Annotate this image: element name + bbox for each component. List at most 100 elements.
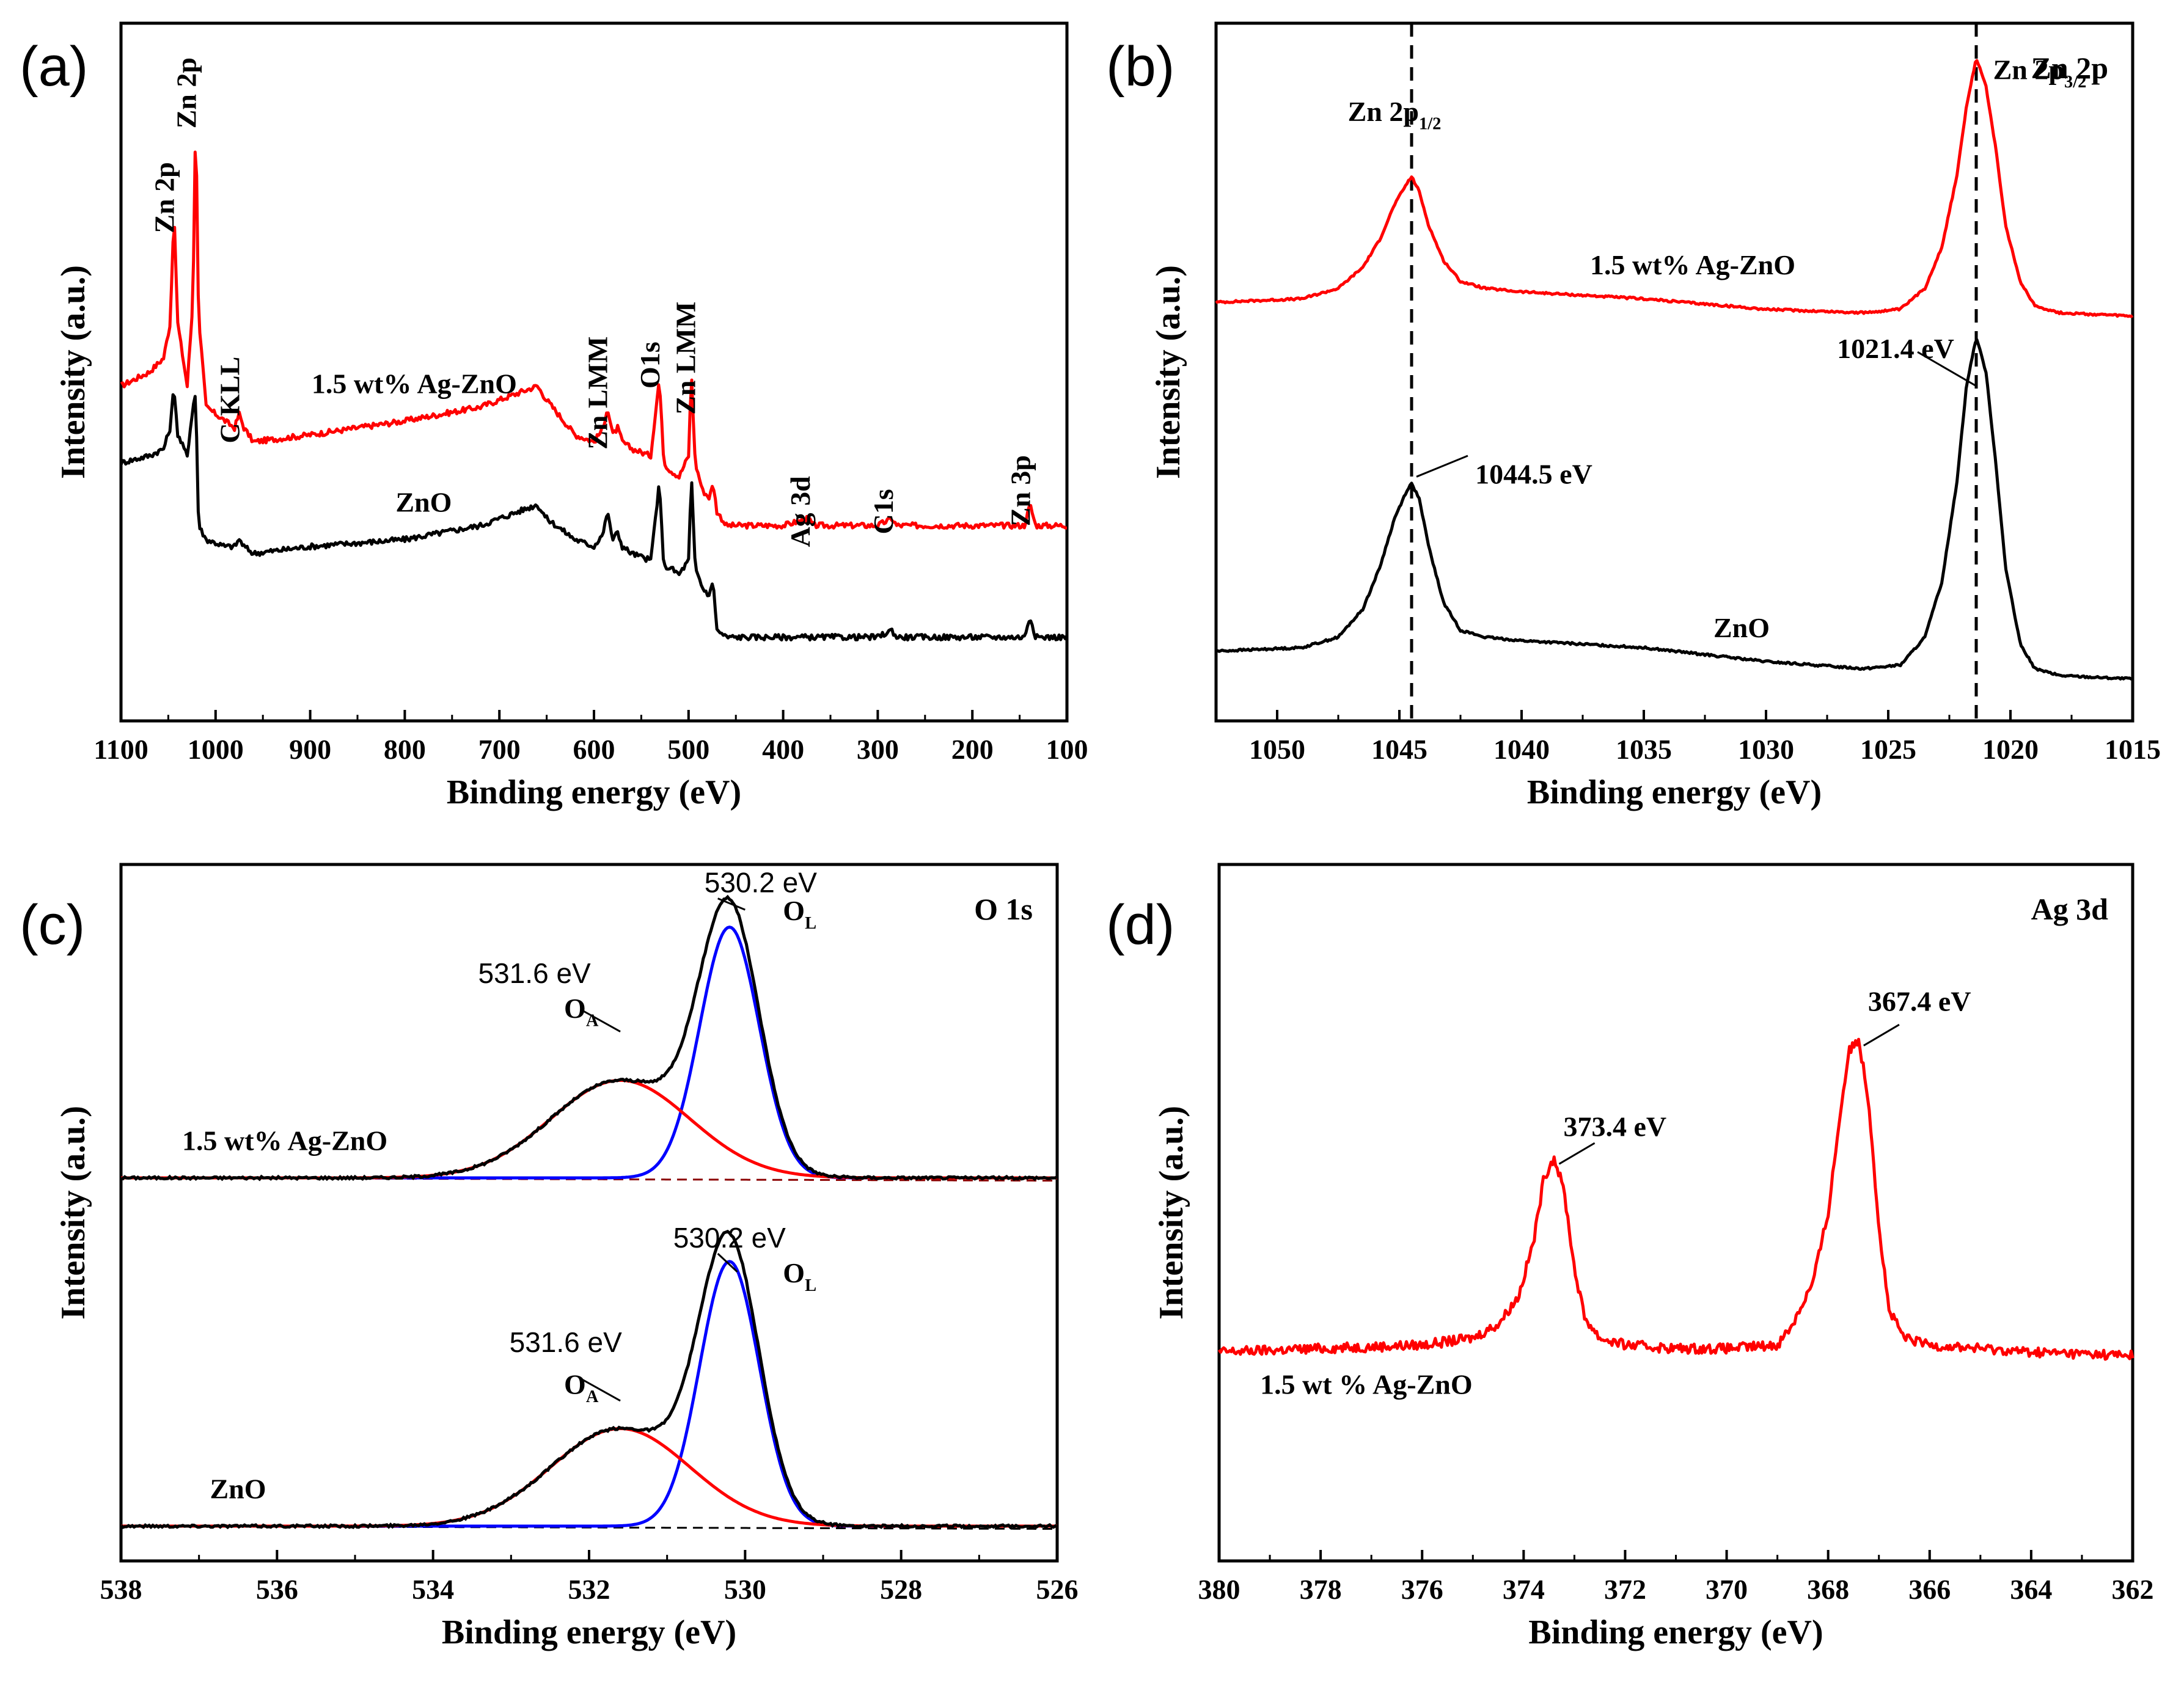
series-line-1-5-wt-ag-zno	[120, 150, 1068, 530]
annotation-text: 367.4 eV	[1868, 985, 1971, 1017]
x-tick-label: 538	[100, 1574, 142, 1605]
x-tick-label: 380	[1198, 1574, 1240, 1605]
y-axis-label: Intensity (a.u.)	[54, 265, 92, 479]
annotation-text: 1021.4 eV	[1837, 333, 1954, 364]
annotation-text: Zn 2p	[1348, 96, 1419, 127]
x-axis-label: Binding energy (eV)	[447, 773, 741, 811]
annotation-text: Zn 3p	[1005, 455, 1036, 526]
x-tick-label: 528	[880, 1574, 922, 1605]
annotation-text: C KLL	[214, 357, 246, 444]
x-tick-label: 530	[724, 1574, 766, 1605]
annotation-text: O	[783, 895, 805, 926]
x-tick-label: 100	[1046, 734, 1088, 765]
annotation-label: Zn LMM	[670, 302, 702, 415]
annotation-text: Zn 2p	[1993, 54, 2064, 85]
x-tick-label: 300	[857, 734, 899, 765]
annotation-label: C KLL	[214, 357, 246, 444]
series-line-1-5-wt-ag-zno	[1215, 59, 2134, 318]
x-tick-label: 536	[256, 1574, 298, 1605]
annotation-text: Zn LMM	[670, 302, 702, 415]
y-axis-label: Intensity (a.u.)	[54, 1106, 92, 1320]
annotation-text: 1.5 wt% Ag-ZnO	[1590, 249, 1795, 280]
panel-label: (d)	[1106, 894, 1174, 956]
annotation-text: 1044.5 eV	[1475, 459, 1592, 490]
annotation-text: O	[783, 1257, 805, 1288]
x-tick-label: 526	[1036, 1574, 1079, 1605]
series-line-zno	[1215, 338, 2133, 681]
annotation-subscript: L	[805, 1276, 816, 1295]
annotation-subscript: A	[586, 1387, 599, 1406]
x-tick-label: 374	[1503, 1574, 1545, 1605]
panel-a: (a) 1100 1000 900 800 700 600 500 400 300 200 100 Bi…	[20, 21, 1088, 811]
y-axis-label: Intensity (a.u.)	[1152, 1106, 1190, 1320]
annotation-text: 531.6 eV	[478, 957, 591, 989]
annotation-label: 1.5 wt% Ag-ZnO	[1590, 249, 1795, 280]
annotation-label: 1044.5 eV	[1475, 459, 1592, 490]
x-tick-label: 368	[1807, 1574, 1849, 1605]
leader-line	[1558, 1142, 1596, 1165]
annotation-text: ZnO	[395, 486, 452, 517]
annotation-text: Zn LMM	[582, 337, 614, 450]
x-tick-label: 1100	[93, 734, 148, 765]
x-tick-label: 800	[384, 734, 426, 765]
annotation-label: 531.6 eV	[478, 957, 591, 989]
annotation-label: ZnO	[1713, 612, 1770, 643]
x-tick-label: 366	[1908, 1574, 1951, 1605]
chart-title: Ag 3d	[2031, 892, 2109, 926]
x-tick-label: 534	[412, 1574, 454, 1605]
annotation-label: 530.2 eV	[705, 867, 817, 899]
annotation-label: Zn 2p	[170, 57, 202, 128]
panel-d: (d) 380 378 376 374 372 370 368 366 364 362 Binding…	[1106, 863, 2154, 1651]
annotation-label: 531.6 eV	[510, 1326, 622, 1358]
x-axis-label: Binding energy (eV)	[1528, 1613, 1823, 1651]
annotation-text: O	[564, 1368, 586, 1400]
annotation-text: 373.4 eV	[1564, 1111, 1667, 1142]
annotation-subscript: L	[805, 914, 816, 933]
x-tick-label: 372	[1604, 1574, 1646, 1605]
plot-frame	[1214, 21, 2135, 723]
leader-line	[1917, 351, 1977, 387]
x-tick-label: 378	[1300, 1574, 1342, 1605]
annotation-text: 1.5 wt % Ag-ZnO	[1260, 1368, 1473, 1400]
annotation-label: ZnO	[395, 486, 452, 517]
leader-line	[717, 1252, 738, 1273]
annotation-subscript: 3/2	[2064, 73, 2086, 92]
annotation-text: O1s	[634, 342, 665, 389]
annotation-label: Zn LMM	[582, 337, 614, 450]
x-tick-label: 600	[573, 734, 615, 765]
x-tick-label: 362	[2112, 1574, 2154, 1605]
annotation-label: O1s	[634, 342, 665, 389]
x-axis-label: Binding energy (eV)	[1527, 773, 1822, 811]
annotation-text: O	[564, 993, 586, 1024]
x-tick-label: 900	[289, 734, 331, 765]
x-tick-label: 200	[951, 734, 994, 765]
chart-title: O 1s	[974, 892, 1033, 926]
annotation-label: OA	[564, 1368, 599, 1406]
plot-frame	[1217, 863, 2135, 1563]
leader-line	[1863, 1023, 1900, 1047]
annotation-text: ZnO	[210, 1473, 266, 1504]
annotation-label: OA	[564, 993, 599, 1031]
annotation-label: 367.4 eV	[1868, 985, 1971, 1017]
x-tick-label: 1025	[1860, 734, 1916, 765]
annotation-label: 373.4 eV	[1564, 1111, 1667, 1142]
annotation-label: C1s	[868, 489, 899, 534]
annotation-subscript: 1/2	[1419, 115, 1441, 134]
annotation-text: Zn 2p	[170, 57, 202, 128]
annotation-text: 530.2 eV	[673, 1222, 786, 1254]
annotation-subscript: A	[586, 1012, 599, 1031]
annotation-text: Zn 2p	[149, 162, 180, 233]
annotation-label: ZnO	[210, 1473, 266, 1504]
leader-line	[1416, 455, 1468, 478]
x-tick-label: 700	[478, 734, 521, 765]
annotation-label: 1021.4 eV	[1837, 333, 1954, 364]
leader-line	[717, 897, 746, 911]
x-tick-label: 400	[762, 734, 804, 765]
series-line-zno	[119, 393, 1069, 641]
annotation-label: 1.5 wt% Ag-ZnO	[182, 1125, 387, 1156]
annotation-label: Zn 2p3/2	[1993, 54, 2087, 92]
annotation-text: 1.5 wt% Ag-ZnO	[312, 368, 517, 399]
x-tick-label: 376	[1401, 1574, 1443, 1605]
